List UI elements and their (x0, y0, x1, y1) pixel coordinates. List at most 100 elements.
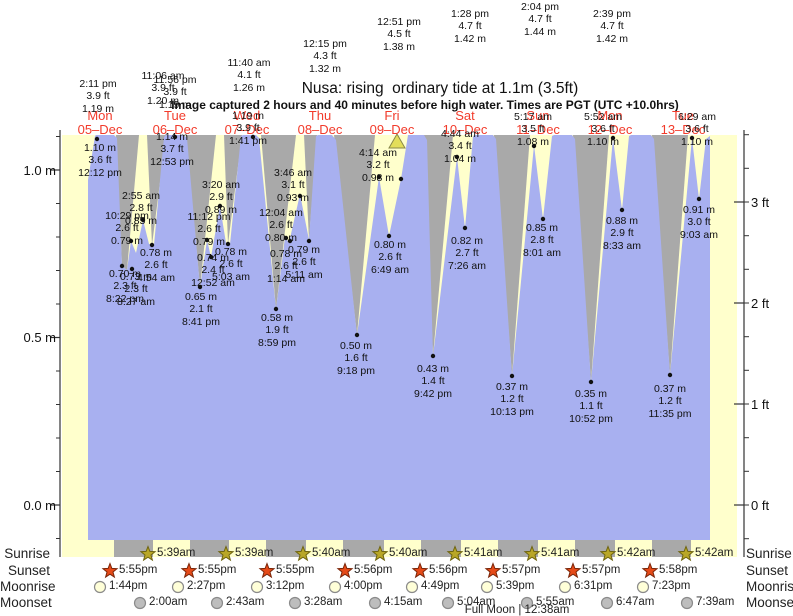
tide-point (283, 235, 289, 241)
tide-annotation: 11:56 pm 3.9 ft 1.19 m (154, 74, 197, 111)
sunrise-time: 5:39am (157, 547, 196, 559)
tide-annotation: 11:40 am 4.1 ft 1.26 m (228, 57, 271, 94)
day-label-tue-8: Tue 13–Dec (661, 109, 706, 136)
tide-annotation-line: 5:17 am (514, 111, 552, 123)
night-wedge (652, 135, 688, 375)
tide-annotation-line: 2:55 am (122, 190, 160, 202)
tide-annotation-line: 1.14 m (155, 131, 189, 143)
tide-annotation-line: 12:15 pm (303, 38, 347, 50)
day-label-line: 08–Dec (297, 121, 343, 137)
tide-point (250, 134, 256, 140)
tide-point (172, 134, 178, 140)
tide-annotation-line: 1.08 m (516, 135, 550, 148)
tide-annotation-line: 1:41 pm (229, 134, 267, 147)
sunrise-time: 5:42am (695, 547, 734, 559)
tide-annotation-line: 2.7 ft (455, 247, 479, 260)
day-label-mon-0: Mon 05–Dec (78, 109, 123, 136)
full-moon-label: Full Moon | 12:38am (464, 604, 570, 616)
tide-annotation: 5:17 am 3.5 ft 1.08 m (514, 111, 552, 148)
tide-annotation-line: 1.44 m (523, 25, 557, 38)
tide-annotation-line: 2.3 ft (113, 280, 137, 293)
tide-annotation: 1.14 m 3.7 ft 12:53 pm (150, 131, 194, 168)
day-label-line: 12–Dec (587, 121, 633, 137)
tide-annotation-line: 9:03 am (680, 228, 718, 241)
tide-annotation-line: 2.6 ft (144, 259, 168, 272)
tide-annotation-line: 1:14 am (267, 272, 305, 285)
sunrise-time: 5:39am (235, 547, 274, 559)
tide-annotation-line: 0.89 m (204, 203, 238, 216)
tide-annotation-line: 3.9 ft (163, 86, 187, 99)
tide-annotation-line: 2.3 ft (124, 283, 148, 296)
tide-water-area (88, 135, 710, 540)
tide-annotation-line: 11:06 am (141, 70, 185, 82)
tide-annotation-line: 1.2 ft (658, 395, 682, 408)
tide-annotation: 0.35 m 1.1 ft 10:52 pm (569, 388, 613, 425)
day-label-line: Thu (308, 108, 332, 123)
moonrise-icon (558, 580, 572, 594)
tide-annotation-line: 4.3 ft (313, 50, 337, 63)
tide-annotation-line: 12:04 am (259, 207, 303, 219)
tide-point (376, 174, 382, 180)
tide-point (217, 203, 223, 209)
tide-annotation-line: 9:18 pm (337, 364, 375, 377)
tide-annotation-line: 1.42 m (595, 32, 629, 45)
sunset-icon (411, 562, 429, 579)
tide-annotation: 10:29 pm 2.6 ft 0.79 m (105, 210, 149, 247)
night-wedge (334, 135, 375, 335)
day-label-line: 06–Dec (152, 121, 198, 137)
astro-row-label-left-moonrise: Moonrise (0, 579, 56, 594)
tide-annotation-line: 0.98 m (361, 171, 395, 184)
y-axis-label-ft: 0 ft (751, 498, 770, 513)
tide-annotation-line: 0.93 m (276, 191, 310, 204)
tide-annotation-line: 0.78 m (269, 248, 303, 260)
moonrise-icon (171, 580, 185, 594)
tide-annotation-line: 0.78 m (214, 246, 248, 258)
tide-annotation-line: 0.79 m (192, 235, 226, 248)
tide-point (140, 217, 146, 223)
tide-annotation-line: 3.2 ft (366, 159, 390, 172)
tide-annotation-line: 3.9 ft (86, 90, 110, 103)
moonset-time: 7:39am (696, 596, 735, 608)
tide-annotation-line: 1:28 pm (451, 8, 489, 20)
sunset-icon (336, 562, 354, 579)
tide-annotation-line: 1.04 m (443, 152, 477, 165)
tide-point (531, 143, 537, 149)
moonset-time: 5:55am (536, 596, 575, 608)
tide-annotation-line: 1.10 m (83, 142, 117, 154)
tide-annotation-line: 8:22 pm (106, 292, 144, 305)
tide-point (208, 254, 214, 260)
tide-annotation-line: 0.35 m (574, 388, 608, 400)
tide-point (689, 135, 695, 141)
tide-annotation-line: 1.26 m (232, 81, 266, 94)
tide-annotation-line: 11:40 am (227, 57, 271, 69)
day-label-line: 05–Dec (77, 121, 123, 137)
tide-annotation-line: 0.85 m (525, 222, 559, 234)
tide-annotation-line: 4:54 am (137, 271, 175, 284)
tide-annotation-line: 8:59 pm (258, 336, 296, 349)
moonrise-time: 1:44pm (109, 580, 148, 592)
sunset-time: 5:55pm (276, 564, 315, 576)
moonrise-icon (328, 580, 342, 594)
moonset-icon (288, 596, 302, 610)
tide-point (462, 225, 468, 231)
sunrise-icon (139, 545, 157, 562)
tide-annotation-line: 4.5 ft (387, 28, 411, 41)
tide-annotation-line: 1.4 ft (421, 375, 445, 388)
y-axis-label-m: 0.5 m (23, 330, 56, 345)
tide-annotation: 0.37 m 1.2 ft 10:13 pm (490, 381, 534, 418)
tide-annotation-line: 3.6 ft (685, 123, 709, 136)
day-label-thu-3: Thu 08–Dec (298, 109, 343, 136)
tide-point (509, 373, 515, 379)
tide-point (197, 284, 203, 290)
tide-annotation: 12:15 pm 4.3 ft 1.32 m (303, 38, 347, 75)
tide-annotation: 1.19 m 3.9 ft 1:41 pm (229, 110, 267, 147)
tide-annotation-line: 9:42 pm (414, 387, 452, 400)
tide-annotation-line: 0.85 m (124, 214, 158, 227)
astro-row-label-left-sunrise: Sunrise (4, 546, 50, 561)
astro-row-label-right-moonset: Moonset (746, 595, 793, 610)
moonrise-time: 3:12pm (266, 580, 305, 592)
tide-annotation-line: 6:49 am (371, 263, 409, 276)
tide-annotation: 0.50 m 1.6 ft 9:18 pm (337, 340, 375, 377)
tide-point (306, 238, 312, 244)
sunset-icon (101, 562, 119, 579)
